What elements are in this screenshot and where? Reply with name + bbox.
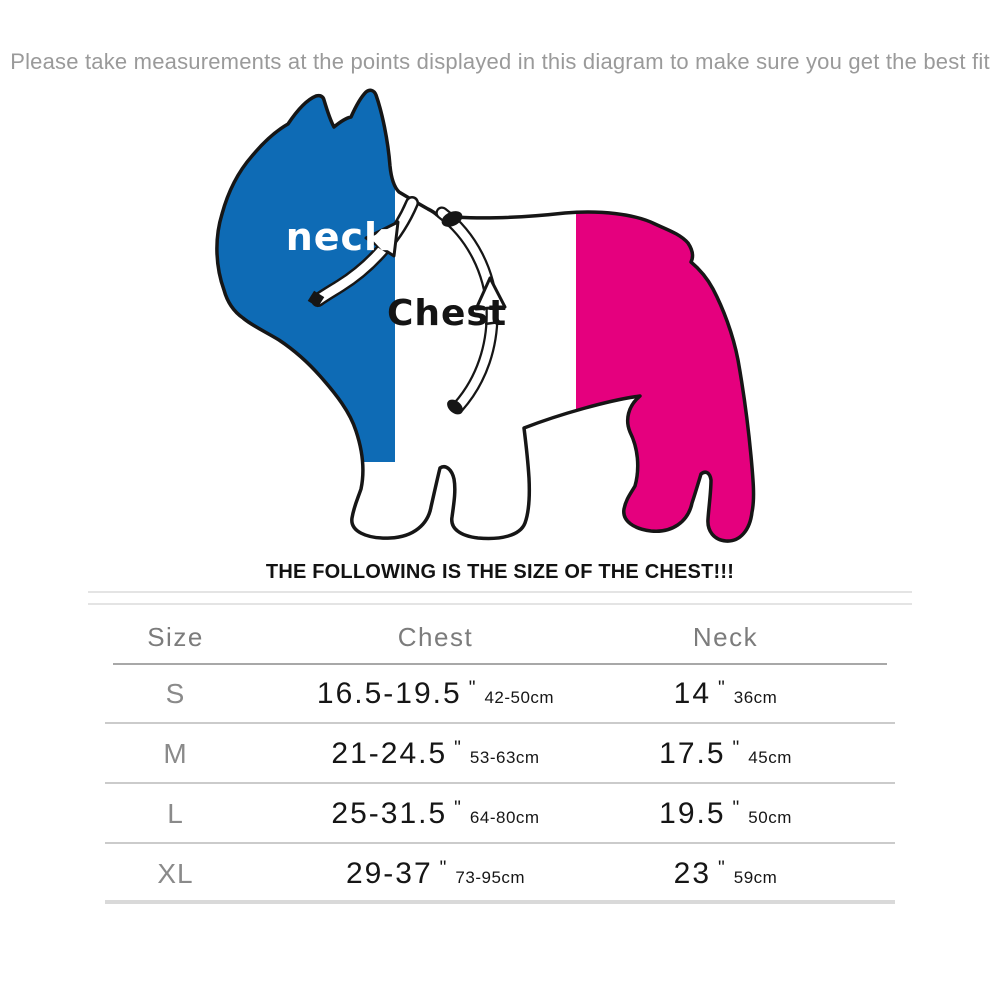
divider-line-bottom (88, 603, 912, 605)
neck-arrowhead (364, 220, 400, 258)
chest-band (435, 206, 507, 415)
chest-cell: 21-24.5 " 53-63cm (331, 737, 540, 770)
dog-measurement-diagram: neck Chest (215, 88, 756, 543)
inch-mark: " (454, 738, 461, 759)
divider-line-top (88, 591, 912, 593)
chest-cell: 25-31.5 " 64-80cm (331, 797, 540, 830)
table-header-row: Size Chest Neck (88, 612, 912, 662)
column-header-size: Size (147, 622, 204, 652)
chest-cell: 29-37 " 73-95cm (345, 857, 526, 890)
table-row-l: L 25-31.5 " 64-80cm 19.5 " 50cm (88, 784, 912, 844)
chest-arrowhead (474, 276, 507, 311)
dog-outline (215, 88, 756, 543)
row-separator-line (105, 782, 895, 784)
inch-mark: " (732, 798, 740, 819)
chest-arrow-shaft-tick (484, 320, 501, 326)
size-cell: XL (157, 858, 194, 889)
neck-band-buckle (307, 290, 325, 308)
flag-pink-region (576, 188, 754, 542)
instruction-text: Please take measurements at the points d… (10, 49, 990, 74)
neck-measure-label: neck (286, 215, 391, 259)
inch-mark: " (454, 798, 461, 819)
chest-band-bottom-knot (447, 399, 463, 415)
table-row-xl: XL 29-37 " 73-95cm 23 " 59cm (88, 844, 912, 904)
neck-band (307, 196, 419, 308)
inch-mark: " (468, 678, 476, 699)
chest-measure-label: Chest (387, 293, 507, 334)
inch-mark: " (718, 858, 725, 879)
table-title: THE FOLLOWING IS THE SIZE OF THE CHEST!!… (265, 561, 735, 583)
inch-mark: " (732, 738, 740, 759)
size-cell: S (165, 678, 186, 709)
inch-mark: " (718, 678, 725, 699)
row-separator-line (105, 722, 895, 724)
header-separator-line (113, 663, 887, 665)
neck-cell: 14 " 36cm (673, 677, 778, 710)
chest-band-top-knot (441, 211, 463, 227)
table-row-m: M 21-24.5 " 53-63cm 17.5 " 45cm (88, 724, 912, 784)
table-bottom-line (105, 900, 895, 904)
neck-cell: 23 " 59cm (673, 857, 778, 890)
inch-mark: " (439, 858, 447, 879)
row-separator-line (105, 842, 895, 844)
column-header-neck: Neck (692, 622, 759, 652)
table-row-s: S 16.5-19.5 " 42-50cm 14 " 36cm (88, 664, 912, 724)
size-cell: M (163, 738, 188, 769)
neck-cell: 19.5 " 50cm (659, 797, 792, 830)
size-cell: L (167, 798, 184, 829)
column-header-chest: Chest (397, 622, 474, 652)
chest-cell: 16.5-19.5 " 42-50cm (316, 677, 555, 710)
neck-cell: 17.5 " 45cm (659, 737, 792, 770)
